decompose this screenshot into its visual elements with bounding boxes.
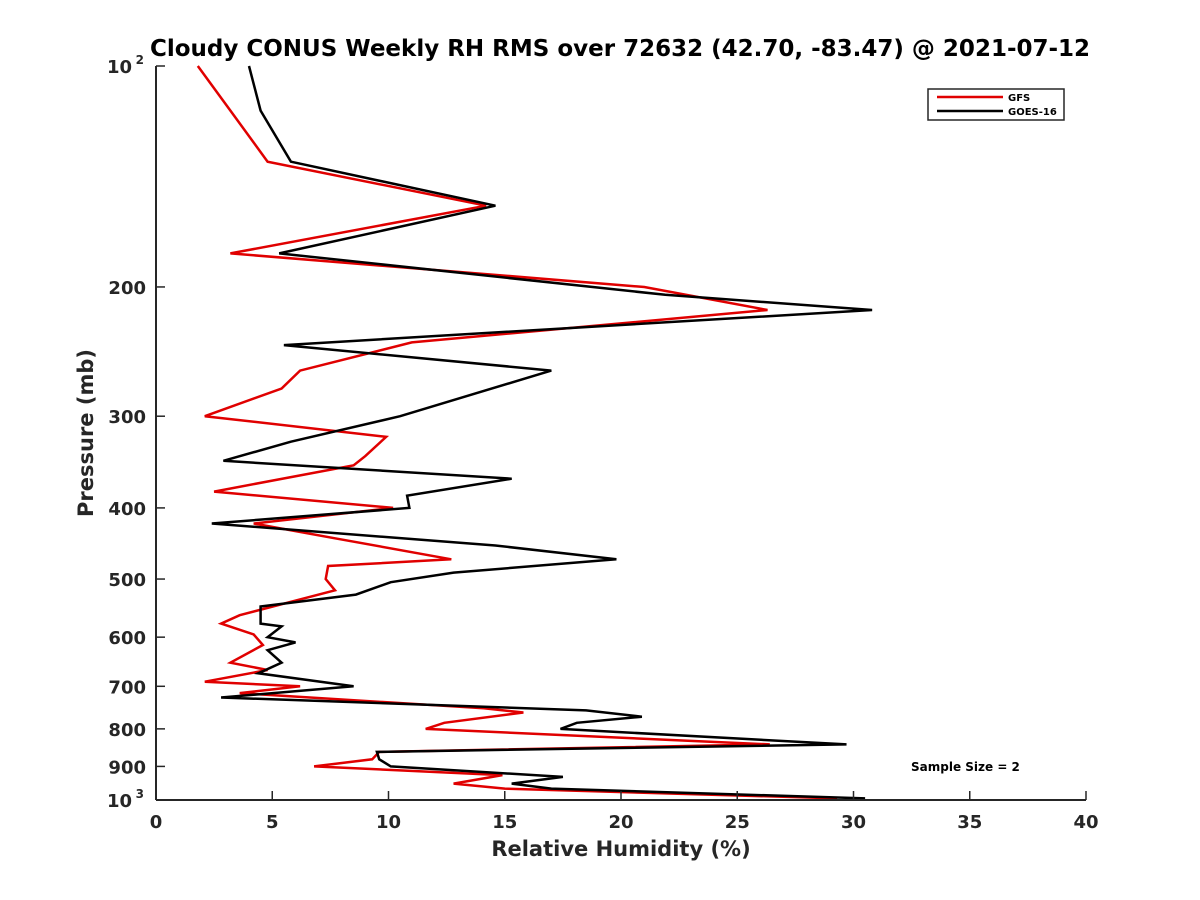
y-tick-label-power: 10: [107, 791, 132, 812]
x-tick-label: 40: [1073, 812, 1098, 833]
legend: GFS GOES-16: [927, 88, 1065, 121]
y-tick-label: 800: [108, 720, 146, 741]
x-tick-label: 10: [376, 812, 401, 833]
y-tick-label: 500: [108, 570, 146, 591]
chart-title: Cloudy CONUS Weekly RH RMS over 72632 (4…: [150, 36, 1090, 62]
series-layer: [196, 65, 873, 800]
x-tick-label: 15: [492, 812, 517, 833]
legend-label: GOES-16: [1008, 107, 1057, 118]
plot-background: [156, 66, 1086, 800]
x-tick-label: 35: [957, 812, 982, 833]
y-tick-exponent: 3: [136, 787, 144, 801]
y-axis-ticks: 200 300 400 500 600 700 800 900 10 2 10 3: [107, 53, 165, 812]
y-tick-label: 700: [108, 677, 146, 698]
x-axis-label: Relative Humidity (%): [491, 837, 750, 861]
x-tick-label: 25: [725, 812, 750, 833]
x-axis-ticks: 0 5 10 15 20 25 30 35 40: [150, 791, 1099, 833]
y-axis-label: Pressure (mb): [74, 349, 98, 517]
y-tick-label: 300: [108, 407, 146, 428]
legend-box: [927, 88, 1065, 121]
sample-size-annotation: Sample Size = 2: [911, 760, 1020, 774]
y-tick-label: 900: [108, 757, 146, 778]
x-tick-label: 0: [150, 812, 163, 833]
x-tick-label: 20: [608, 812, 633, 833]
series-line-goes-16: [211, 65, 873, 800]
y-tick-label-power: 10: [107, 57, 132, 78]
y-tick-label: 400: [108, 499, 146, 520]
x-tick-label: 5: [266, 812, 279, 833]
x-tick-label: 30: [841, 812, 866, 833]
y-tick-exponent: 2: [136, 53, 144, 67]
y-tick-label: 600: [108, 628, 146, 649]
y-tick-label: 200: [108, 278, 146, 299]
legend-label: GFS: [1008, 93, 1030, 104]
plot-area: [156, 66, 1086, 800]
